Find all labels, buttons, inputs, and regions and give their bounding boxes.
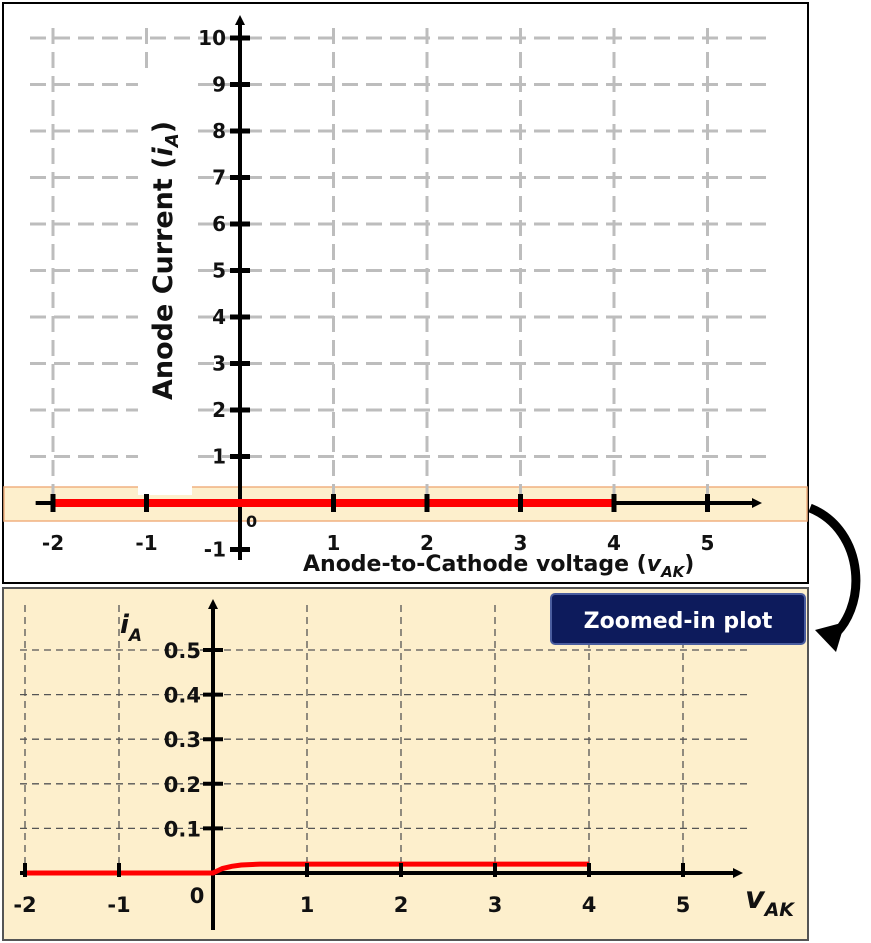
y-tick-label: 1 <box>212 445 226 469</box>
x-tick-label: 1 <box>327 531 341 555</box>
x-axis-title: Anode-to-Cathode voltage (vAK) <box>303 552 694 581</box>
zoom-y-tick-label: 0.1 <box>164 817 201 841</box>
zoom-y-axis-title: iA <box>120 610 142 646</box>
zoom-x-tick-label: 3 <box>488 893 503 917</box>
y-tick-label: 7 <box>212 166 226 190</box>
zoom-origin-label: 0 <box>190 884 205 908</box>
y-tick-label: 9 <box>212 73 226 97</box>
y-tick-label: 6 <box>212 212 226 236</box>
zoom-ticks: -2 -1 1 2 3 4 5 0.1 0.2 0.3 0.4 0.5 0 <box>13 639 690 917</box>
zoomed-plot-frame <box>2 587 809 941</box>
zoom-y-tick-label: 0.5 <box>164 639 201 663</box>
zoom-link-arrowhead <box>815 622 845 652</box>
y-tick-label: -1 <box>204 538 226 562</box>
x-tick-label: -2 <box>42 531 64 555</box>
zoom-x-tick-label: -2 <box>13 893 36 917</box>
y-tick-label: 2 <box>212 398 226 422</box>
zoom-x-tick-label: 4 <box>582 893 597 917</box>
x-tick-label: -1 <box>135 531 157 555</box>
main-ticks: -2 -1 1 2 3 4 5 1 2 3 4 5 6 7 8 9 10 -1 0 <box>42 26 715 562</box>
x-tick-label: 2 <box>420 531 434 555</box>
zoomed-plot-panel: -2 -1 1 2 3 4 5 0.1 0.2 0.3 0.4 0.5 0 iA vAK Zoomed-… <box>2 587 809 941</box>
origin-label: 0 <box>246 512 257 531</box>
zoom-x-tick-label: 2 <box>394 893 409 917</box>
y-tick-label: 5 <box>212 259 226 283</box>
y-tick-label: 8 <box>212 119 226 143</box>
y-tick-label: 10 <box>198 26 226 50</box>
zoom-x-tick-label: 5 <box>676 893 691 917</box>
zoom-x-tick-label: 1 <box>300 893 315 917</box>
y-tick-label: 4 <box>212 305 226 329</box>
x-tick-label: 3 <box>514 531 528 555</box>
zoom-series <box>25 861 589 876</box>
zoomed-title-badge: Zoomed-in plot <box>550 593 806 645</box>
zoom-y-tick-label: 0.4 <box>164 684 201 708</box>
zoom-anode-current-curve <box>25 861 589 876</box>
zoom-link-arrow <box>808 503 861 644</box>
zoom-x-tick-label: -1 <box>107 893 130 917</box>
y-label-background <box>138 75 192 495</box>
zoomed-title: Zoomed-in plot <box>584 609 773 634</box>
zoom-y-tick-label: 0.2 <box>164 773 201 797</box>
x-tick-label: 4 <box>607 531 621 555</box>
y-axis-title: Anode Current (iA) <box>148 121 183 400</box>
main-plot-panel: -2 -1 1 2 3 4 5 1 2 3 4 5 6 7 8 9 10 -1 0 Anode Current (i… <box>2 2 809 584</box>
zoom-grid <box>20 605 748 873</box>
x-tick-label: 5 <box>701 531 715 555</box>
y-tick-label: 3 <box>212 352 226 376</box>
zoom-x-axis-title: vAK <box>745 881 795 921</box>
zoom-y-tick-label: 0.3 <box>164 728 201 752</box>
